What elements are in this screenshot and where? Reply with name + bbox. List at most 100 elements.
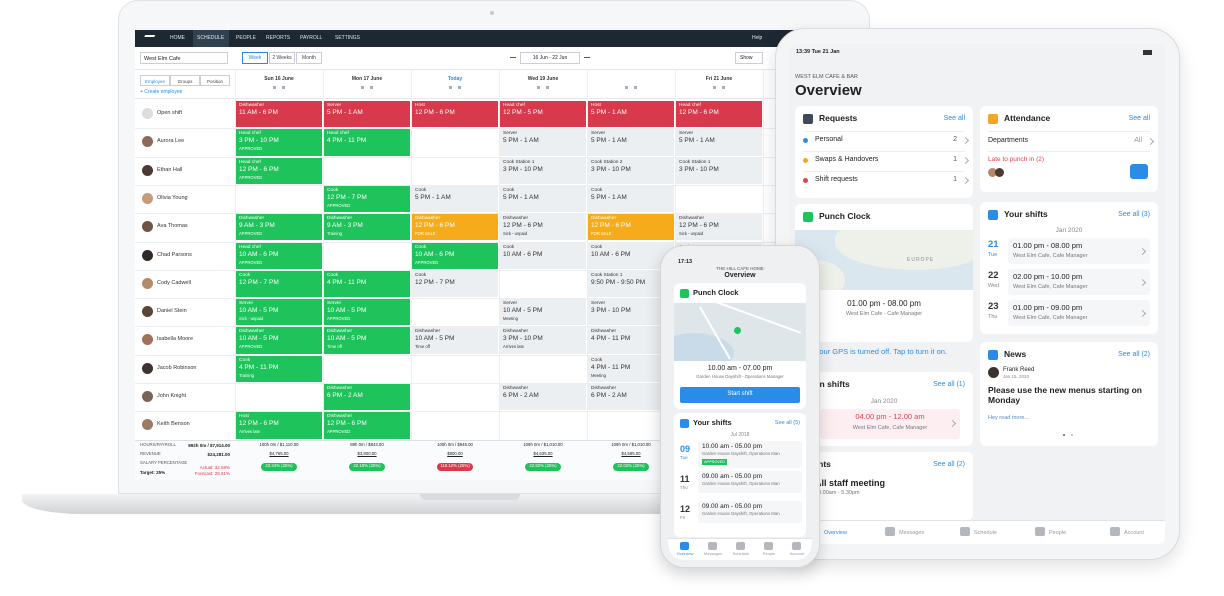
show-button[interactable]: Show: [735, 52, 763, 64]
tab-label[interactable]: People: [762, 551, 776, 556]
shift-cell[interactable]: Dishwasher 9 AM - 3 PM Training: [324, 214, 410, 241]
tab-label[interactable]: Messages: [899, 530, 925, 536]
view-button[interactable]: 2 Weeks: [269, 52, 295, 64]
shift-cell[interactable]: Dishwasher 10 AM - 5 PM Time off: [412, 327, 498, 354]
shift-cell[interactable]: Server 5 PM - 1 AM: [500, 129, 586, 156]
request-label[interactable]: Shift requests: [815, 176, 858, 183]
filter-tab[interactable]: Position: [200, 75, 230, 86]
shift-cell[interactable]: Head chef 3 PM - 10 PM APPROVED: [236, 129, 322, 156]
departments[interactable]: Departments: [988, 137, 1029, 144]
message-button[interactable]: [1130, 164, 1148, 179]
employee-name[interactable]: Keith Benson: [157, 421, 190, 428]
shift-cell[interactable]: Dishwasher 3 PM - 10 PM Arrives late: [500, 327, 586, 354]
start-shift-button[interactable]: Start shift: [680, 387, 800, 403]
shift-cell[interactable]: Cook Station 1 9:50 PM - 9:50 PM: [588, 270, 674, 298]
open-shift[interactable]: [820, 409, 960, 439]
shift-row[interactable]: [698, 471, 802, 493]
shift-cell[interactable]: Dishwasher 10 AM - 5 PM Time off: [324, 327, 410, 354]
nav-item[interactable]: Help: [752, 35, 763, 41]
prev[interactable]: [510, 57, 516, 58]
shift-cell[interactable]: Host 12 PM - 6 PM: [412, 101, 498, 128]
tab-label[interactable]: Overview: [824, 530, 847, 536]
nav-item[interactable]: HOME: [170, 35, 185, 41]
shift-row[interactable]: [1008, 300, 1150, 326]
tab-icon[interactable]: [792, 542, 801, 550]
employee-name[interactable]: Isabella Moore: [157, 336, 194, 343]
shift-cell[interactable]: Cook 12 PM - 7 PM APPROVED: [324, 185, 410, 213]
shift-cell[interactable]: Dishwasher 11 AM - 6 PM: [236, 101, 322, 128]
tab-icon[interactable]: [885, 527, 895, 536]
filter-tab[interactable]: Groups: [170, 75, 200, 86]
shift-cell[interactable]: Cook 4 PM - 11 PM Meeting: [588, 355, 674, 382]
next[interactable]: [584, 57, 590, 58]
employee-name[interactable]: Ethan Hall: [157, 166, 183, 173]
nav-item[interactable]: REPORTS: [266, 35, 291, 41]
tab-icon[interactable]: [1110, 527, 1120, 536]
shift-cell[interactable]: Dishwasher 9 AM - 3 PM APPROVED: [236, 214, 322, 241]
filter-tab[interactable]: Employee: [140, 75, 170, 86]
tab-label[interactable]: Schedule: [732, 551, 750, 556]
shift-cell[interactable]: Dishwasher 12 PM - 6 PM Sick - unpaid: [500, 214, 586, 241]
see-all[interactable]: See all (5): [774, 420, 800, 426]
shift-cell[interactable]: Host 12 PM - 6 PM Arrives late: [236, 412, 322, 439]
tab-label[interactable]: Messages: [703, 551, 723, 556]
shift-cell[interactable]: Head chef 4 PM - 11 PM: [324, 129, 410, 156]
shift-cell[interactable]: Server 10 AM - 5 PM Meeting: [500, 299, 586, 326]
shift-cell[interactable]: Dishwasher 12 PM - 6 PM FOR SALE: [588, 214, 674, 241]
shift-cell[interactable]: Server 5 PM - 1 AM: [588, 129, 674, 156]
see-all[interactable]: See all: [943, 115, 965, 122]
employee-name[interactable]: Aurora Lee: [157, 138, 185, 145]
shift-cell[interactable]: Server 10 AM - 5 PM APPROVED: [324, 299, 410, 326]
tab-label[interactable]: Overview: [676, 551, 694, 556]
shift-cell[interactable]: Cook 12 PM - 7 PM: [412, 270, 498, 298]
create-employee[interactable]: + Create employee: [140, 89, 183, 95]
employee-name[interactable]: John Knight: [157, 393, 187, 399]
shift-row[interactable]: [1008, 238, 1150, 264]
employee-name[interactable]: Open shift: [157, 110, 183, 116]
tab-label[interactable]: Account: [1124, 530, 1144, 536]
employee-name[interactable]: Chad Parsons: [157, 251, 192, 258]
tab-icon[interactable]: [960, 527, 970, 536]
news-more[interactable]: Hey read more...: [988, 415, 1029, 421]
shift-cell[interactable]: Cook 5 PM - 1 AM: [500, 185, 586, 213]
see-all[interactable]: See all (1): [933, 381, 965, 388]
tab-icon[interactable]: [708, 542, 717, 550]
view-button[interactable]: Month: [296, 52, 322, 64]
see-all[interactable]: See all: [1128, 115, 1150, 122]
tab-icon[interactable]: [1035, 527, 1045, 536]
shift-row[interactable]: [698, 501, 802, 523]
shift-cell[interactable]: Cook 10 AM - 6 PM APPROVED: [412, 242, 498, 269]
shift-cell[interactable]: Head chef 10 AM - 6 PM APPROVED: [236, 242, 322, 269]
shift-cell[interactable]: Head chef 12 PM - 6 PM: [676, 101, 762, 128]
nav-item[interactable]: PAYROLL: [300, 35, 323, 41]
tab-label[interactable]: Account: [789, 551, 805, 556]
shift-cell[interactable]: Cook 12 PM - 7 PM: [236, 270, 322, 298]
shift-cell[interactable]: Server 5 PM - 1 AM: [676, 129, 762, 156]
gps-notice[interactable]: Your GPS is turned off. Tap to turn it o…: [815, 347, 948, 356]
tab-label[interactable]: Schedule: [974, 530, 997, 536]
employee-name[interactable]: Daniel Stein: [157, 308, 187, 315]
employee-name[interactable]: Olivia Young: [157, 194, 188, 201]
employee-name[interactable]: Cody Cadwell: [157, 279, 191, 286]
shift-cell[interactable]: Dishwasher 12 PM - 6 PM Sick - unpaid: [676, 214, 762, 241]
employee-name[interactable]: Ava Thomas: [157, 223, 188, 230]
nav-item[interactable]: SETTINGS: [335, 35, 361, 41]
see-all[interactable]: See all (2): [933, 461, 965, 468]
shift-cell[interactable]: Server 5 PM - 1 AM: [324, 101, 410, 128]
shift-cell[interactable]: Dishwasher 12 PM - 6 PM APPROVED: [324, 412, 410, 439]
employee-name[interactable]: Jacob Robinson: [157, 364, 197, 371]
shift-cell[interactable]: Cook 5 PM - 1 AM: [412, 185, 498, 213]
shift-cell[interactable]: Cook 4 PM - 11 PM Training: [236, 355, 322, 382]
request-label[interactable]: Personal: [815, 136, 843, 143]
shift-cell[interactable]: Head chef 12 PM - 6 PM APPROVED: [236, 157, 322, 184]
see-all[interactable]: See all (2): [1118, 351, 1150, 358]
